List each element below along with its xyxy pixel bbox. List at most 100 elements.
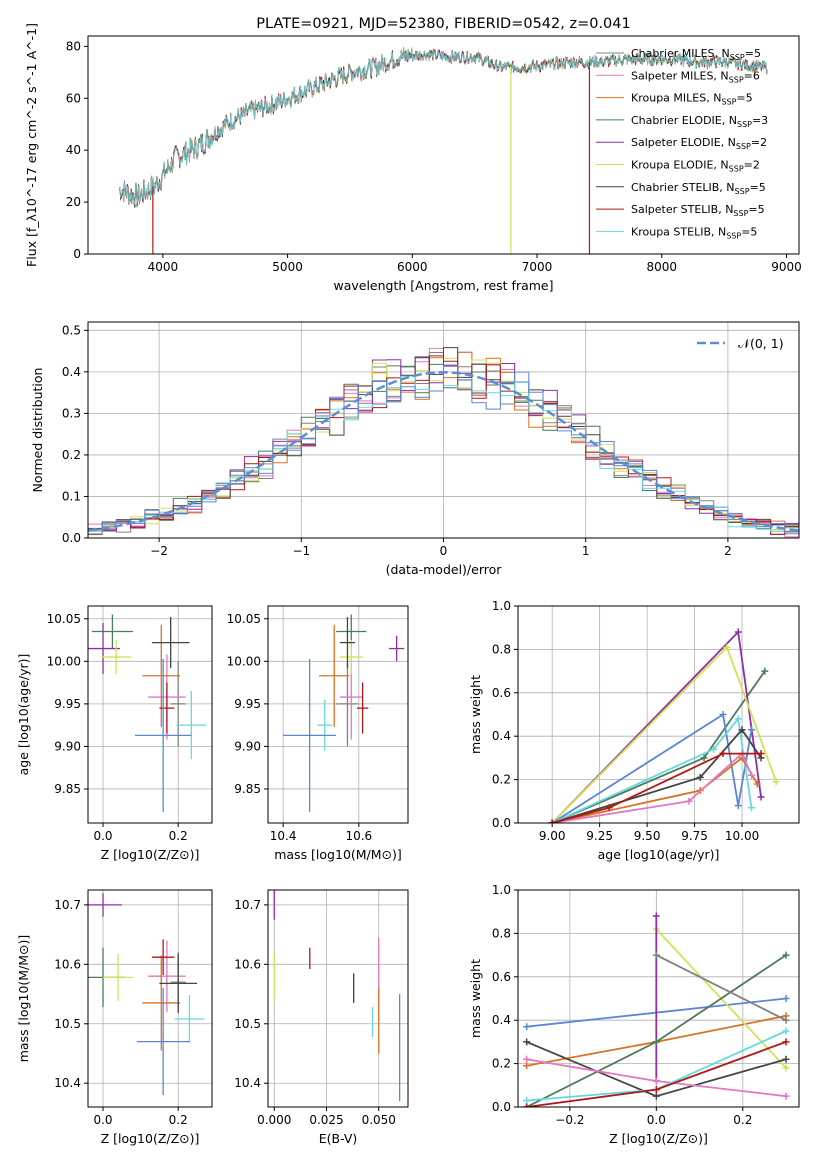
legend-label: Kroupa MILES, NSSP=5 [631,92,753,107]
weight-marker [652,1077,660,1085]
weight-marker [782,1092,790,1100]
spectrum-line-kroupa-stelib [118,46,768,205]
weight-marker [523,1096,531,1104]
ytick-label: 9.85 [234,782,261,796]
ytick-label: 10.4 [54,1076,81,1090]
legend-subscript: SSP [730,53,745,62]
weight-marker [523,1038,531,1046]
axes-frame [87,321,800,539]
ytick-label: 0.2 [62,448,81,462]
ytick-label: 0.8 [492,926,511,940]
axes-frame [87,889,213,1108]
chart-title: PLATE=0921, MJD=52380, FIBERID=0542, z=0… [256,16,630,32]
weight-line [551,752,761,823]
ytick-label: 0.2 [492,773,511,787]
legend-label: 𝒩(0, 1) [738,336,784,351]
weight-marker [652,951,660,959]
ytick-label: 0.6 [492,686,511,700]
weight-marker [782,951,790,959]
weight-marker [523,1023,531,1031]
xtick-label: 0 [440,544,448,558]
y-axis-label: mass weight [468,959,483,1038]
ytick-label: 1.0 [492,599,511,613]
legend-label: Kroupa ELODIE, NSSP=2 [631,159,760,174]
ytick-label: 10.00 [47,654,81,668]
ytick-label: 9.95 [54,697,81,711]
xtick-label: 5000 [272,260,303,274]
weight-marker [757,793,765,801]
legend-subscript: SSP [733,209,748,218]
ytick-label: 0.5 [62,323,81,337]
plot-area-ebv [273,890,401,1102]
xtick-label: 9.25 [586,829,613,843]
legend-label: Chabrier MILES, NSSP=5 [631,47,761,62]
xtick-label: 1 [582,544,590,558]
ytick-label: 40 [66,143,81,157]
axes-frame [517,889,800,1108]
xtick-label: 9000 [771,260,802,274]
axes-frame [267,605,409,824]
weight-marker [782,1064,790,1072]
xtick-label: 0.000 [257,1113,291,1127]
ytick-label: 10.6 [54,957,81,971]
ytick-label: 80 [66,39,81,53]
legend-subscript: SSP [729,165,744,174]
xtick-label: 0.2 [733,1113,752,1127]
weight-marker [652,1092,660,1100]
weight-marker [700,754,708,762]
weight-marker [738,726,746,734]
weight-marker [523,1062,531,1070]
xtick-label: 0.0 [93,1113,112,1127]
legend-subscript: SSP [721,98,736,107]
x-axis-label: (data-model)/error [386,562,503,577]
ytick-label: 0.4 [492,1013,511,1027]
axes-frame [87,35,800,255]
legend-subscript: SSP [729,75,744,84]
xtick-label: 8000 [647,260,678,274]
legend-count: =3 [752,114,768,127]
axes-frame [517,605,800,824]
ytick-label: 10.5 [234,1017,261,1031]
weight-marker [782,1016,790,1024]
weight-marker [748,804,756,812]
xtick-label: 9.75 [681,829,708,843]
xtick-label: 0.2 [169,829,188,843]
legend-count: =6 [744,69,760,82]
y-axis-label: mass [log10(M/M⊙)] [16,935,31,1063]
ytick-label: 0.4 [62,365,81,379]
legend-count: =2 [744,159,760,172]
weight-marker [652,1086,660,1094]
ytick-label: 10.5 [54,1017,81,1031]
ytick-label: 10.7 [54,898,81,912]
axes-frame [267,889,409,1108]
ytick-label: 20 [66,195,81,209]
legend-subscript: SSP [736,142,751,151]
legend-label: Salpeter ELODIE, NSSP=2 [631,136,767,151]
normal-curve [88,371,799,532]
xtick-label: 0.2 [169,1113,188,1127]
ytick-label: 0.2 [492,1057,511,1071]
weight-marker [748,726,756,734]
legend-label: Salpeter MILES, NSSP=6 [631,69,760,84]
legend-label: Salpeter STELIB, NSSP=5 [631,203,765,218]
legend-count: =5 [748,203,764,216]
x-axis-label: age [log10(age/yr)] [598,847,720,862]
weight-marker [753,780,761,788]
weight-marker [652,912,660,920]
xtick-label: 0.050 [362,1113,396,1127]
plot-area-mass_vs_Z [88,892,205,1096]
weight-marker [696,773,704,781]
legend-label: Kroupa STELIB, NSSP=5 [631,225,757,240]
xtick-label: −1 [292,544,310,558]
legend-count: =5 [736,92,752,105]
weight-marker [723,643,731,651]
histogram-blue [88,364,799,538]
legend-label: Chabrier STELIB, NSSP=5 [631,181,766,196]
ytick-label: 10.6 [234,957,261,971]
y-axis-label: age [log10(age/yr)] [16,654,31,776]
legend-label: Chabrier ELODIE, NSSP=3 [631,114,768,129]
weight-marker [772,778,780,786]
weight-marker [605,804,613,812]
ytick-label: 0.8 [492,642,511,656]
weight-marker [782,1038,790,1046]
